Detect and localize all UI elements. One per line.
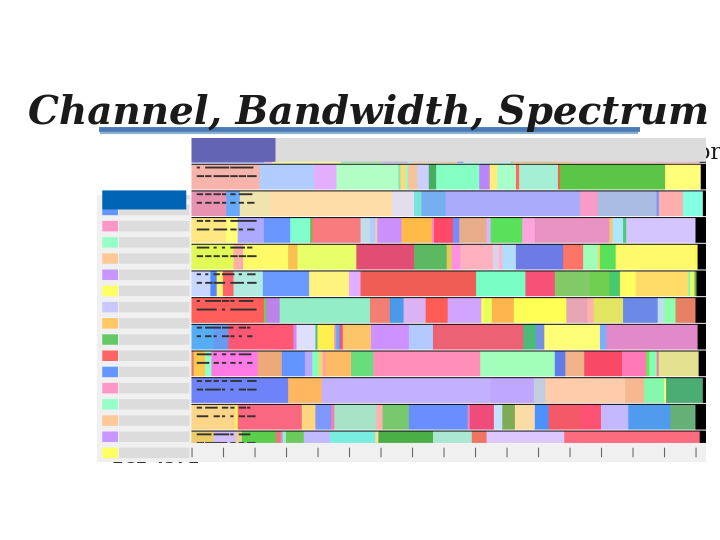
Text: ECE 4371: ECE 4371 (112, 449, 199, 468)
Text: http://www.ntia.doc.gov/osmhome/allochrt.pdf: http://www.ntia.doc.gov/osmhome/allochrt… (145, 158, 547, 173)
Text: Bandwidth: the number of bits per second is proportional to B: Bandwidth: the number of bits per second… (135, 141, 720, 164)
Text: ●: ● (112, 141, 132, 161)
Text: Channel, Bandwidth, Spectrum: Channel, Bandwidth, Spectrum (28, 94, 710, 132)
